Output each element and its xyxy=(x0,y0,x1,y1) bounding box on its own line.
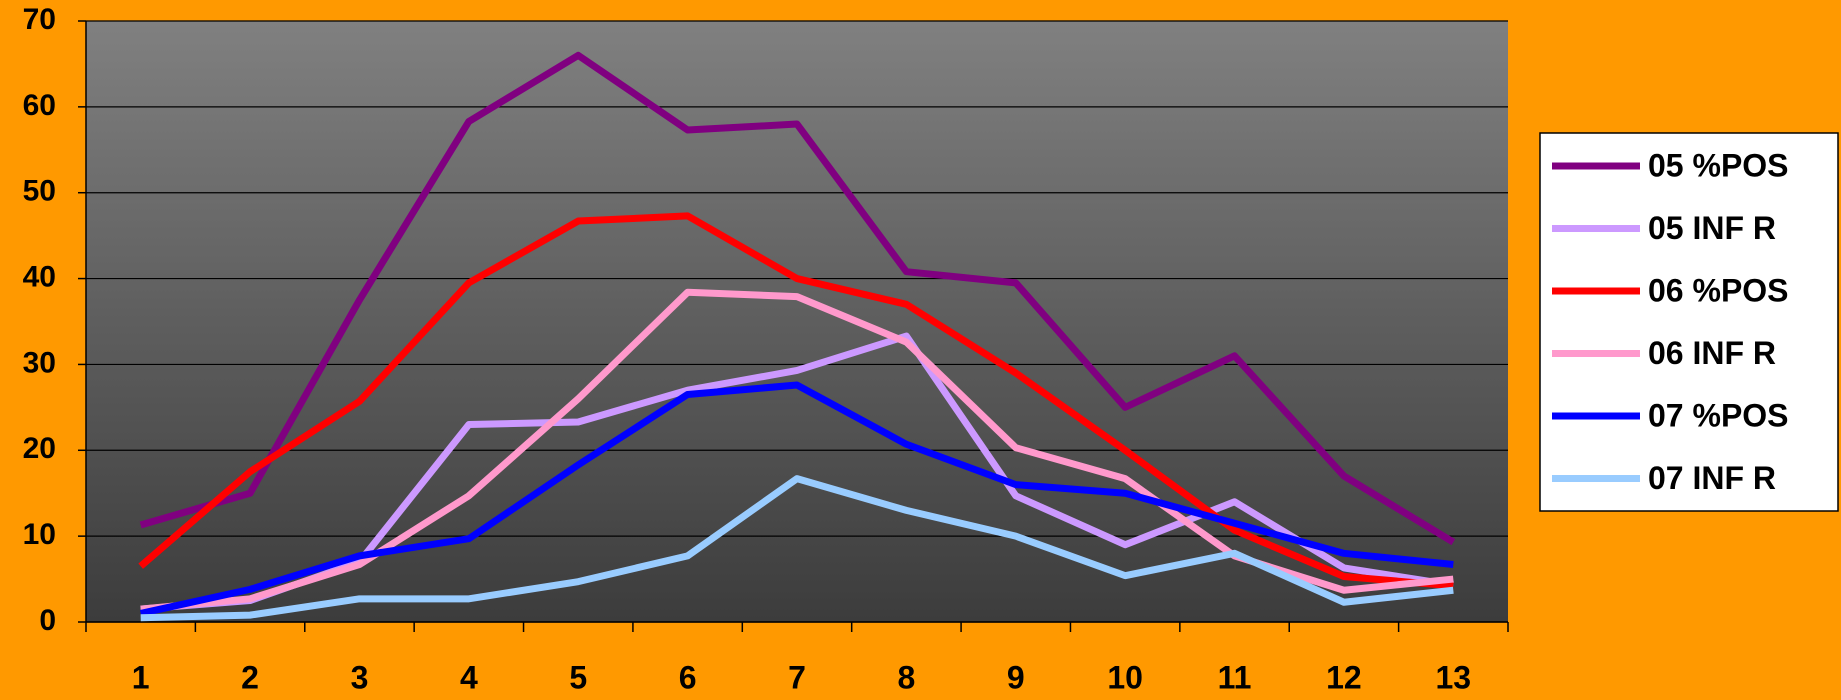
y-tick-label: 0 xyxy=(39,604,56,637)
legend-label: 05 %POS xyxy=(1648,147,1789,183)
legend-label: 05 INF R xyxy=(1648,210,1776,246)
x-tick-label: 1 xyxy=(132,659,150,695)
x-tick-label: 2 xyxy=(241,659,259,695)
x-tick-label: 11 xyxy=(1218,659,1252,695)
legend-label: 07 %POS xyxy=(1648,397,1789,433)
x-tick-label: 13 xyxy=(1436,659,1472,695)
series-line xyxy=(139,381,1454,617)
y-tick-label: 60 xyxy=(23,89,56,122)
y-tick-label: 40 xyxy=(23,260,56,293)
x-tick-label: 7 xyxy=(788,659,806,695)
y-tick-label: 20 xyxy=(23,432,56,465)
legend-label: 07 INF R xyxy=(1648,460,1776,496)
y-tick-label: 10 xyxy=(23,518,56,551)
y-tick-label: 30 xyxy=(23,346,56,379)
x-tick-label: 12 xyxy=(1326,659,1362,695)
x-tick-label: 10 xyxy=(1107,659,1143,695)
x-tick-label: 8 xyxy=(897,659,915,695)
legend: 05 %POS 05 INF R 06 %POS 06 INF R 07 %POS 07 … xyxy=(1539,132,1839,512)
y-tick-label: 70 xyxy=(23,3,56,36)
x-tick-label: 4 xyxy=(460,659,478,695)
legend-box xyxy=(1539,132,1839,512)
x-tick-label: 5 xyxy=(569,659,587,695)
series-line xyxy=(139,51,1456,546)
x-tick-label: 9 xyxy=(1007,659,1025,695)
y-tick-label: 50 xyxy=(23,175,56,208)
legend-label: 06 %POS xyxy=(1648,272,1789,308)
x-tick-label: 6 xyxy=(679,659,697,695)
x-tick-label: 3 xyxy=(351,659,369,695)
series-line xyxy=(140,475,1454,622)
plot-area xyxy=(86,21,1508,622)
legend-label: 06 INF R xyxy=(1648,335,1776,371)
series-line xyxy=(138,212,1454,590)
